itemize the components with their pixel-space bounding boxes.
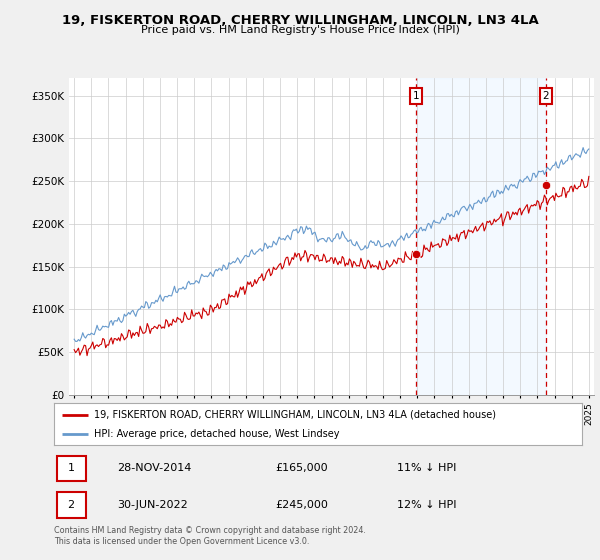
- Text: HPI: Average price, detached house, West Lindsey: HPI: Average price, detached house, West…: [94, 429, 339, 439]
- Text: £245,000: £245,000: [276, 500, 329, 510]
- Text: 19, FISKERTON ROAD, CHERRY WILLINGHAM, LINCOLN, LN3 4LA: 19, FISKERTON ROAD, CHERRY WILLINGHAM, L…: [62, 14, 538, 27]
- Bar: [416, 78, 546, 395]
- Text: 2: 2: [542, 91, 549, 101]
- Bar: [56, 456, 86, 481]
- Text: 1: 1: [68, 464, 74, 473]
- Text: Contains HM Land Registry data © Crown copyright and database right 2024.
This d: Contains HM Land Registry data © Crown c…: [54, 526, 366, 546]
- Text: 2: 2: [68, 500, 75, 510]
- Text: 12% ↓ HPI: 12% ↓ HPI: [397, 500, 457, 510]
- Text: Price paid vs. HM Land Registry's House Price Index (HPI): Price paid vs. HM Land Registry's House …: [140, 25, 460, 35]
- Text: 28-NOV-2014: 28-NOV-2014: [118, 464, 192, 473]
- Text: 1: 1: [412, 91, 419, 101]
- Text: 11% ↓ HPI: 11% ↓ HPI: [397, 464, 457, 473]
- Text: 19, FISKERTON ROAD, CHERRY WILLINGHAM, LINCOLN, LN3 4LA (detached house): 19, FISKERTON ROAD, CHERRY WILLINGHAM, L…: [94, 409, 496, 419]
- Text: £165,000: £165,000: [276, 464, 328, 473]
- Text: 30-JUN-2022: 30-JUN-2022: [118, 500, 188, 510]
- Bar: [56, 492, 86, 517]
